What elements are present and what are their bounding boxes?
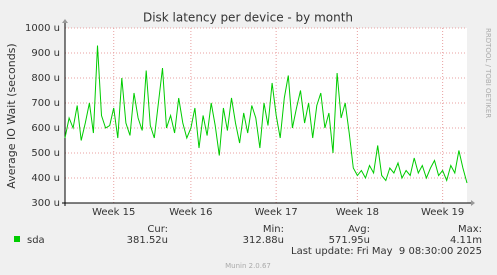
y-tick-label: 1000 u <box>25 23 60 34</box>
last-update: Last update: Fri May 9 08:30:00 2025 <box>291 246 482 257</box>
x-tick-label: Week 19 <box>421 207 464 218</box>
y-tick-label: 400 u <box>31 173 60 184</box>
x-axis-arrow <box>471 200 475 206</box>
legend-value: 312.88u <box>243 235 284 246</box>
x-tick-label: Week 17 <box>254 207 297 218</box>
legend-value: 571.95u <box>329 235 370 246</box>
x-tick-label: Week 16 <box>169 207 212 218</box>
x-tick-label: Week 18 <box>336 207 379 218</box>
side-label: RRDTOOL / TOBI OETIKER <box>484 28 492 118</box>
legend-label: sda <box>27 235 45 246</box>
series-line <box>64 45 468 184</box>
legend-header: Avg: <box>348 224 370 235</box>
footer: Munin 2.0.67 <box>225 262 271 270</box>
chart-title: Disk latency per device - by month <box>143 11 353 25</box>
legend-header: Cur: <box>147 224 168 235</box>
y-tick-label: 600 u <box>31 123 60 134</box>
y-tick-label: 500 u <box>31 148 60 159</box>
x-tick-label: Week 15 <box>92 207 135 218</box>
y-tick-label: 800 u <box>31 73 60 84</box>
legend-value: 4.11m <box>450 235 482 246</box>
legend-swatch <box>14 236 20 242</box>
y-tick-label: 900 u <box>31 48 60 59</box>
legend-header: Max: <box>458 224 482 235</box>
legend-value: 381.52u <box>127 235 168 246</box>
y-tick-label: 700 u <box>31 98 60 109</box>
legend-header: Min: <box>263 224 284 235</box>
y-axis-arrow <box>62 19 68 23</box>
y-tick-label: 300 u <box>31 198 60 209</box>
y-axis-label: Average IO Wait (seconds) <box>5 43 18 188</box>
